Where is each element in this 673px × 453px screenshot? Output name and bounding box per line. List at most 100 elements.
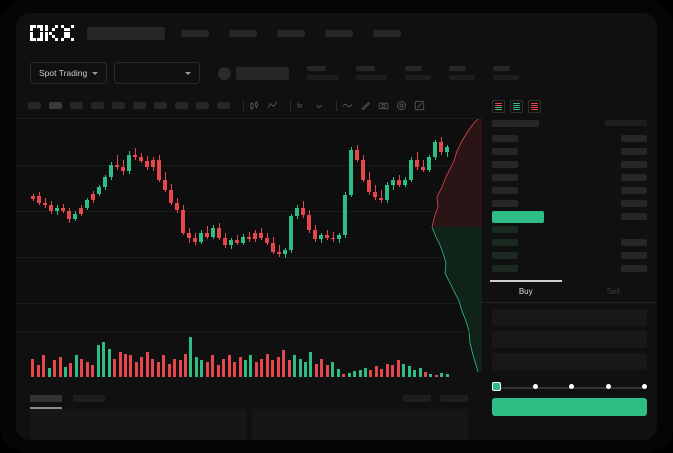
order-field-1[interactable] (492, 331, 647, 348)
tab-sell[interactable]: Sell (606, 287, 620, 296)
volume-bar (325, 365, 329, 377)
market-type-dropdown[interactable]: Spot Trading (30, 62, 108, 84)
last-price (236, 66, 290, 80)
candlestick-series (30, 119, 450, 331)
camera-icon[interactable] (378, 100, 389, 111)
bids-only-icon[interactable] (510, 100, 523, 113)
orderbook-ask-row[interactable] (492, 171, 647, 184)
volume-bar (113, 358, 117, 377)
pair-selector[interactable] (114, 62, 201, 84)
timeframe-button-6[interactable] (154, 102, 167, 109)
volume-bar (156, 362, 160, 377)
orderbook-bid-row[interactable] (492, 262, 647, 275)
ask-price (492, 135, 518, 142)
indicators-icon[interactable]: fx (296, 100, 307, 111)
slider-dot-100[interactable] (642, 384, 647, 389)
timeframe-button-0[interactable] (28, 102, 41, 109)
settings-icon[interactable] (396, 100, 407, 111)
order-field-0[interactable] (492, 309, 647, 326)
nav-item-2[interactable] (277, 29, 306, 37)
volume-bar (118, 352, 122, 377)
volume-bar (205, 362, 209, 377)
timeframe-button-9[interactable] (217, 102, 230, 109)
line-chart-icon[interactable] (267, 100, 278, 111)
timeframe-button-3[interactable] (91, 102, 104, 109)
orders-tab-0[interactable] (30, 394, 62, 409)
orderbook-ask-row[interactable] (492, 197, 647, 210)
candlestick-icon[interactable] (249, 100, 260, 111)
orderbook-bid-row[interactable] (492, 236, 647, 249)
stat-label (307, 66, 327, 71)
volume-bar (385, 363, 389, 377)
timeframe-button-1[interactable] (49, 102, 62, 109)
orderbook-ask-row[interactable] (492, 158, 647, 171)
volume-bar (391, 365, 395, 377)
order-field-2[interactable] (492, 353, 647, 370)
stat-label (449, 66, 467, 71)
bid-price (492, 252, 518, 259)
volume-bar (189, 337, 193, 377)
orderbook-bid-row[interactable] (492, 223, 647, 236)
timeframe-button-7[interactable] (175, 102, 188, 109)
volume-bar (102, 342, 106, 377)
market-type-label: Spot Trading (39, 68, 88, 78)
orderbook-depth-chart (424, 119, 482, 372)
volume-bar (63, 367, 67, 377)
both-icon[interactable] (492, 100, 505, 113)
orders-action-1[interactable] (440, 394, 468, 402)
volume-bar (363, 367, 367, 377)
current-price (492, 210, 544, 223)
nav-item-1[interactable] (229, 29, 258, 37)
nav-item-3[interactable] (325, 29, 354, 37)
timeframe-button-5[interactable] (133, 102, 146, 109)
slider-dot-25[interactable] (532, 384, 538, 389)
coin-avatar (218, 66, 232, 80)
search-input[interactable] (87, 26, 166, 40)
depth-ask-area (431, 119, 482, 227)
depth-bid-area (431, 227, 482, 372)
volume-bar (331, 362, 335, 377)
orderbook-ask-row[interactable] (492, 184, 647, 197)
price-chart[interactable] (16, 119, 482, 331)
volume-bar (123, 353, 127, 377)
timeframe-button-2[interactable] (70, 102, 83, 109)
slider-handle[interactable] (492, 382, 501, 391)
asks-only-icon[interactable] (528, 100, 541, 113)
volume-bar (69, 362, 73, 377)
orders-tabs-right (403, 394, 468, 402)
volume-bar (107, 348, 111, 377)
okx-logo[interactable] (30, 25, 74, 42)
slider-dot-50[interactable] (569, 384, 574, 389)
bid-price (492, 265, 518, 272)
pencil-icon[interactable] (360, 100, 371, 111)
volume-bar (265, 353, 269, 377)
timeframe-button-4[interactable] (112, 102, 125, 109)
slider-dot-75[interactable] (605, 384, 611, 389)
orderbook-header (492, 120, 647, 127)
orderbook[interactable] (482, 118, 657, 275)
orderbook-ask-row[interactable] (492, 132, 647, 145)
fullscreen-icon[interactable] (414, 100, 425, 111)
orders-tab-1[interactable] (73, 394, 105, 402)
orders-action-0[interactable] (403, 394, 431, 402)
volume-bar (413, 369, 417, 377)
chevron-down-icon[interactable] (314, 101, 324, 111)
amount-percent-slider[interactable] (482, 375, 657, 391)
volume-chart (16, 331, 482, 387)
volume-bar (423, 372, 427, 377)
tab-buy[interactable]: Buy (482, 280, 570, 302)
volume-bar (298, 358, 302, 377)
timeframe-button-8[interactable] (196, 102, 209, 109)
stat-value (356, 75, 388, 80)
orderbook-bid-row[interactable] (492, 249, 647, 262)
orders-panels (16, 409, 482, 440)
nav-item-4[interactable] (373, 29, 402, 37)
orderbook-ask-row[interactable] (492, 145, 647, 158)
trade-order-form (482, 303, 657, 370)
volume-bar (336, 368, 340, 377)
nav-item-0[interactable] (181, 29, 210, 37)
submit-order-button[interactable] (492, 398, 647, 416)
volume-bar (238, 357, 242, 377)
wave-icon[interactable] (342, 100, 353, 111)
